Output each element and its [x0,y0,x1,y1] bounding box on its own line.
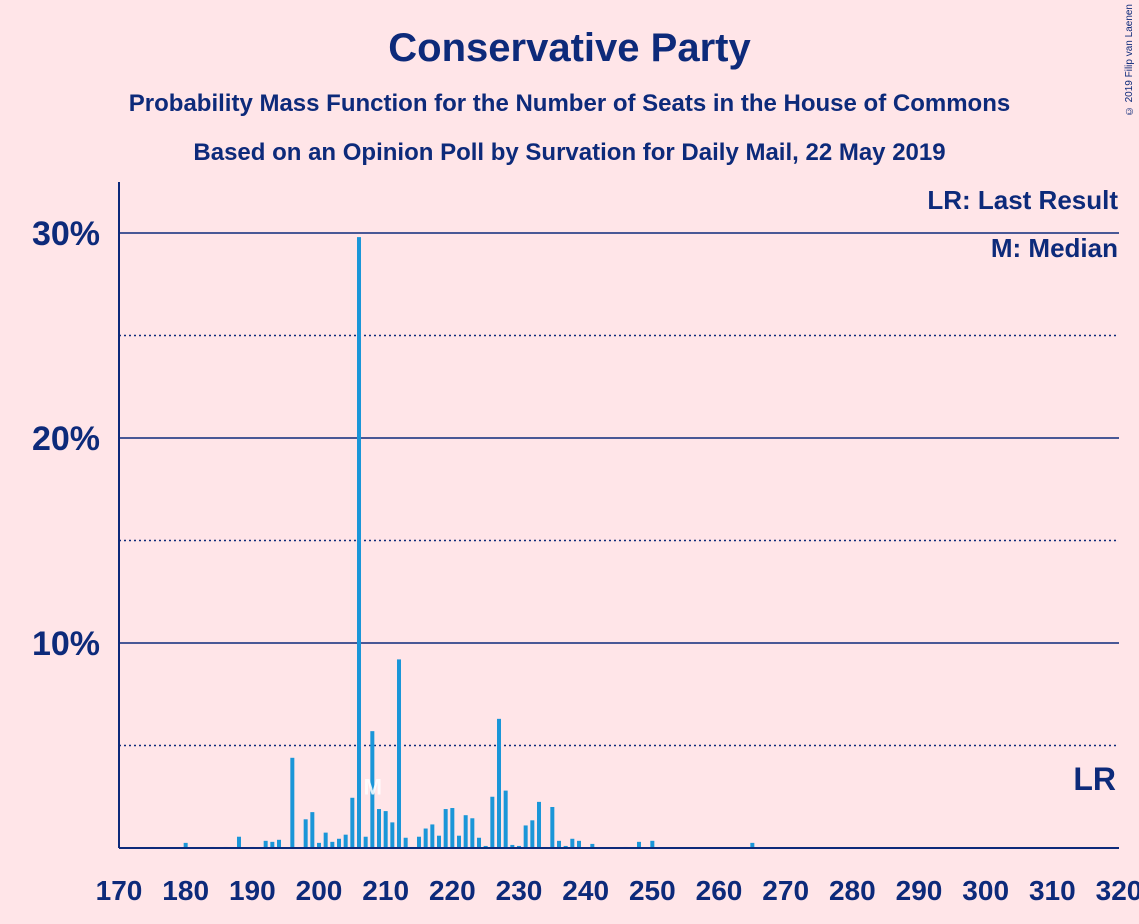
bar [443,809,448,848]
bar [270,841,275,848]
bar [237,836,241,848]
bar [417,836,421,848]
bar [303,819,308,848]
chart-source: Based on an Opinion Poll by Survation fo… [193,139,946,166]
bars [150,237,755,849]
bar [397,659,401,848]
bar [463,815,468,848]
bar [263,840,268,848]
last-result-marker: LR [1073,761,1116,797]
chart-title: Conservative Party [388,26,751,70]
bar [450,808,455,848]
bar [497,718,501,848]
bar [337,838,341,848]
bar [383,811,388,848]
bar [530,820,535,848]
x-tick-label: 200 [296,875,343,906]
bar [363,836,368,848]
y-tick-label: 20% [32,420,100,458]
x-tick-label: 300 [962,875,1009,906]
bar [470,818,475,848]
bar [557,840,561,848]
bar [377,809,381,848]
bar [317,842,321,848]
median-marker: M [364,775,382,800]
bar [437,835,441,848]
x-tick-label: 250 [629,875,676,906]
bar [330,841,335,848]
bar [430,824,435,848]
bar [577,840,581,848]
x-tick-label: 310 [1029,875,1076,906]
bar [183,842,188,848]
bar [350,797,355,848]
bar [490,796,495,848]
bar [483,845,488,848]
bar [323,832,328,848]
bar [590,843,595,848]
bar [517,845,521,848]
bar [550,807,555,848]
axis-labels: 170 180 190 200 210 220 230 240 250 260 270 280 290 3… [32,215,1139,906]
bar [750,842,755,848]
gridlines [119,232,1119,747]
bar [403,837,408,848]
legend-last-result: LR: Last Result [927,185,1118,215]
x-tick-label: 270 [762,875,809,906]
bar [477,837,481,848]
bar [523,825,528,848]
x-tick-label: 240 [562,875,609,906]
bar [290,757,295,848]
x-tick-label: 210 [362,875,409,906]
bar [277,839,281,848]
bar [650,840,655,848]
chart-subtitle: Probability Mass Function for the Number… [128,90,1011,117]
x-tick-label: 320 [1096,875,1139,906]
bar [503,790,508,848]
bar [357,237,361,849]
bar [370,731,375,848]
x-tick-label: 260 [696,875,743,906]
bar [563,845,568,848]
bar [390,822,395,848]
x-tick-label: 280 [829,875,876,906]
bar [423,828,428,848]
axes [118,182,1119,849]
y-tick-label: 10% [32,625,100,663]
bar [457,835,461,848]
bar [637,841,641,848]
x-tick-label: 170 [96,875,143,906]
bar [570,838,575,848]
x-tick-label: 230 [496,875,543,906]
x-tick-label: 290 [896,875,943,906]
bar [510,844,515,848]
bar [310,812,315,848]
legend-median: M: Median [991,233,1118,263]
bar [343,834,348,848]
x-tick-label: 190 [229,875,276,906]
x-tick-label: 180 [162,875,209,906]
bar [537,801,541,848]
y-tick-label: 30% [32,215,100,253]
x-tick-label: 220 [429,875,476,906]
markers: M [364,775,382,800]
